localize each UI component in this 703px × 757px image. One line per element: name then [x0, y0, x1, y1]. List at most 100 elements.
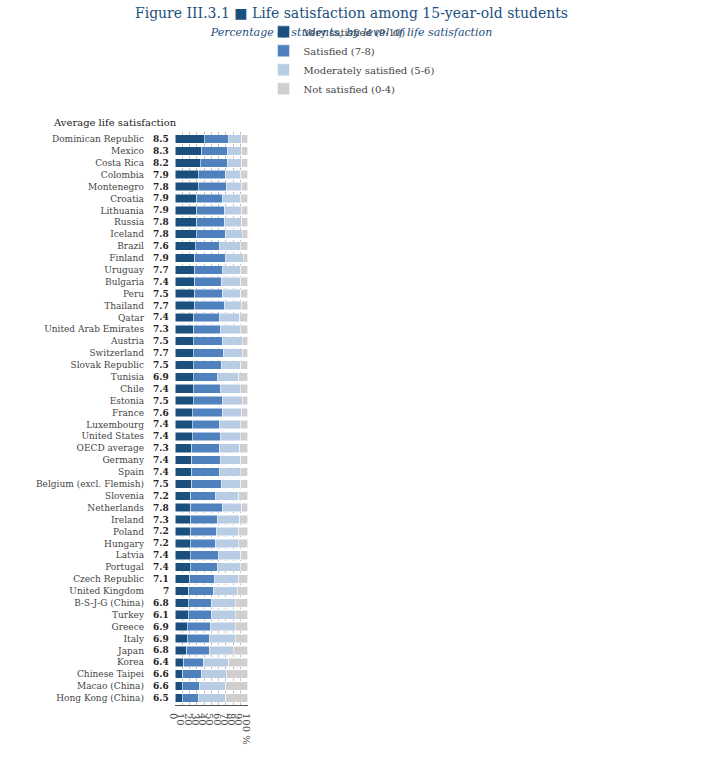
svg-text:6.9: 6.9: [153, 634, 169, 644]
svg-text:Peru: Peru: [123, 289, 144, 299]
svg-text:Switzerland: Switzerland: [89, 348, 144, 358]
svg-text:Chile: Chile: [120, 384, 144, 394]
svg-text:Costa Rica: Costa Rica: [95, 158, 144, 168]
svg-text:Uruguay: Uruguay: [104, 265, 145, 275]
svg-text:Mexico: Mexico: [111, 146, 144, 156]
svg-text:6.9: 6.9: [153, 372, 169, 382]
svg-text:Not satisfied (0-4): Not satisfied (0-4): [304, 84, 396, 95]
svg-text:40: 40: [197, 713, 208, 726]
svg-text:7.3: 7.3: [153, 324, 169, 334]
svg-text:Luxembourg: Luxembourg: [86, 420, 144, 430]
svg-text:6.8: 6.8: [153, 598, 169, 608]
svg-text:Austria: Austria: [110, 336, 145, 346]
svg-text:Very satisfied (9-10): Very satisfied (9-10): [303, 27, 406, 38]
svg-text:Macao (China): Macao (China): [77, 681, 144, 691]
svg-text:Slovak Republic: Slovak Republic: [71, 360, 144, 370]
svg-text:Tunisia: Tunisia: [111, 372, 145, 382]
svg-text:Czech Republic: Czech Republic: [73, 574, 144, 584]
svg-text:Lithuania: Lithuania: [101, 206, 145, 216]
svg-text:7.7: 7.7: [153, 301, 169, 311]
svg-text:8.3: 8.3: [153, 146, 169, 156]
svg-text:Korea: Korea: [117, 657, 145, 667]
svg-text:Hong Kong (China): Hong Kong (China): [56, 693, 144, 703]
svg-text:7.6: 7.6: [153, 408, 169, 418]
svg-text:Croatia: Croatia: [110, 194, 144, 204]
svg-text:Germany: Germany: [102, 455, 145, 465]
svg-text:B-S-J-G (China): B-S-J-G (China): [74, 598, 144, 608]
svg-text:7.9: 7.9: [153, 193, 169, 203]
svg-text:Chinese Taipei: Chinese Taipei: [77, 669, 144, 679]
svg-text:8.2: 8.2: [153, 158, 169, 168]
svg-text:7.4: 7.4: [153, 467, 169, 477]
svg-text:6.6: 6.6: [153, 669, 169, 679]
svg-text:6.1: 6.1: [153, 610, 169, 620]
svg-text:7.2: 7.2: [153, 538, 169, 548]
svg-text:Moderately satisfied (5-6): Moderately satisfied (5-6): [304, 65, 435, 76]
svg-text:7.5: 7.5: [153, 336, 169, 346]
svg-text:30: 30: [190, 713, 201, 726]
svg-text:10: 10: [175, 713, 186, 726]
svg-text:United Kingdom: United Kingdom: [69, 586, 144, 596]
svg-text:Colombia: Colombia: [101, 170, 145, 180]
svg-text:United Arab Emirates: United Arab Emirates: [44, 324, 144, 334]
svg-text:7.5: 7.5: [153, 479, 169, 489]
svg-text:7.4: 7.4: [153, 419, 169, 429]
svg-text:Estonia: Estonia: [110, 396, 145, 406]
svg-text:7.2: 7.2: [153, 526, 169, 536]
svg-text:7.4: 7.4: [153, 455, 169, 465]
svg-text:70: 70: [219, 713, 230, 726]
svg-text:7.7: 7.7: [153, 348, 169, 358]
svg-text:Hungary: Hungary: [104, 539, 145, 549]
svg-text:7.7: 7.7: [153, 265, 169, 275]
svg-text:Bulgaria: Bulgaria: [105, 277, 145, 287]
svg-text:7.9: 7.9: [153, 253, 169, 263]
svg-text:7.1: 7.1: [153, 574, 169, 584]
svg-text:Japan: Japan: [117, 646, 144, 656]
svg-text:6.9: 6.9: [153, 622, 169, 632]
svg-text:7.4: 7.4: [153, 312, 169, 322]
svg-text:Poland: Poland: [113, 527, 144, 537]
svg-text:Russia: Russia: [114, 217, 145, 227]
svg-text:7.9: 7.9: [153, 170, 169, 180]
svg-text:6.8: 6.8: [153, 645, 169, 655]
svg-text:90: 90: [233, 713, 244, 726]
svg-text:Latvia: Latvia: [116, 550, 145, 560]
svg-text:7.3: 7.3: [153, 443, 169, 453]
svg-text:Greece: Greece: [111, 622, 144, 632]
svg-text:7.8: 7.8: [153, 229, 169, 239]
svg-text:7.8: 7.8: [153, 182, 169, 192]
svg-text:Qatar: Qatar: [118, 313, 145, 323]
svg-text:6.5: 6.5: [153, 693, 169, 703]
svg-text:United States: United States: [81, 431, 144, 441]
svg-text:Montenegro: Montenegro: [88, 182, 144, 192]
svg-text:7.5: 7.5: [153, 396, 169, 406]
svg-text:7: 7: [163, 586, 169, 596]
svg-text:Finland: Finland: [109, 253, 144, 263]
svg-text:0: 0: [168, 713, 179, 719]
svg-text:100 %: 100 %: [241, 713, 252, 745]
svg-text:7.8: 7.8: [153, 503, 169, 513]
svg-text:Ireland: Ireland: [111, 515, 144, 525]
svg-text:50: 50: [204, 713, 215, 726]
svg-text:Portugal: Portugal: [105, 562, 144, 572]
svg-text:7.4: 7.4: [153, 277, 169, 287]
svg-text:Turkey: Turkey: [112, 610, 145, 620]
svg-text:7.9: 7.9: [153, 205, 169, 215]
svg-text:7.8: 7.8: [153, 217, 169, 227]
svg-text:Figure III.3.1 ■ Life satisfac: Figure III.3.1 ■ Life satisfaction among…: [135, 5, 568, 39]
svg-text:7.5: 7.5: [153, 289, 169, 299]
svg-text:7.4: 7.4: [153, 384, 169, 394]
svg-text:7.6: 7.6: [153, 241, 169, 251]
svg-text:6.4: 6.4: [153, 657, 169, 667]
svg-text:60: 60: [212, 713, 223, 726]
svg-text:Brazil: Brazil: [117, 241, 144, 251]
svg-text:8.5: 8.5: [153, 134, 169, 144]
svg-text:7.4: 7.4: [153, 550, 169, 560]
svg-text:7.5: 7.5: [153, 360, 169, 370]
svg-text:Spain: Spain: [118, 467, 144, 477]
svg-text:OECD average: OECD average: [77, 443, 144, 453]
svg-text:Satisfied (7-8): Satisfied (7-8): [304, 46, 375, 57]
svg-text:7.3: 7.3: [153, 515, 169, 525]
svg-text:Thailand: Thailand: [104, 301, 144, 311]
svg-text:Iceland: Iceland: [110, 229, 144, 239]
